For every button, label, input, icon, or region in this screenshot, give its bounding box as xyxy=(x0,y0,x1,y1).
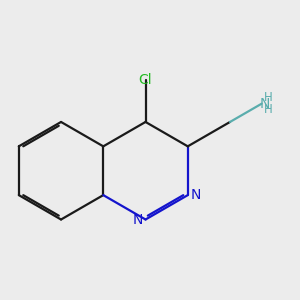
Text: H: H xyxy=(264,91,273,104)
Text: N: N xyxy=(259,97,270,111)
Text: N: N xyxy=(133,212,143,226)
Text: N: N xyxy=(190,188,201,202)
Text: H: H xyxy=(264,103,273,116)
Text: Cl: Cl xyxy=(139,74,152,88)
